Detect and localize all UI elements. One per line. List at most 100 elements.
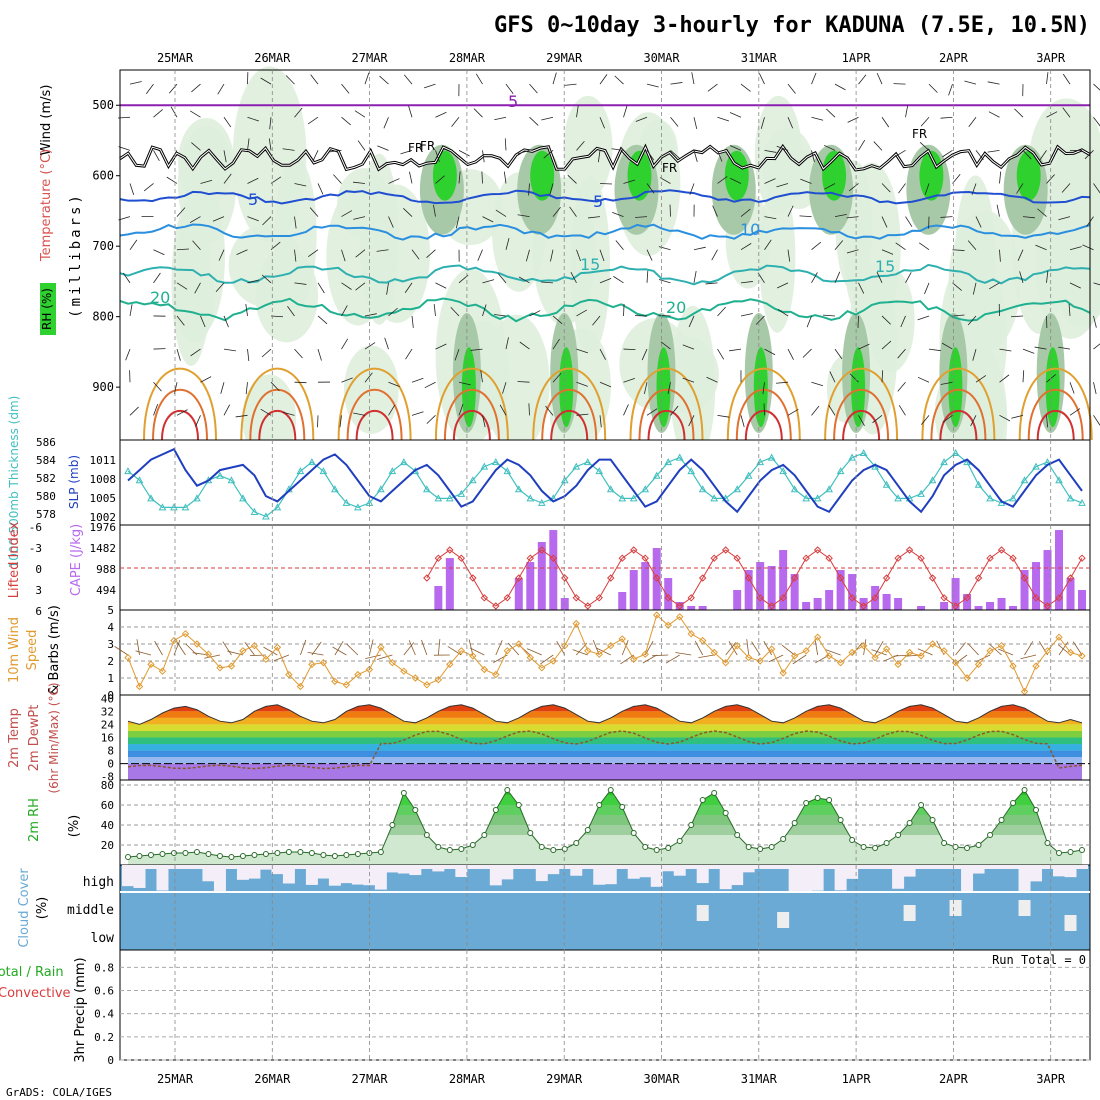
wind-barb <box>940 216 953 218</box>
temp-band <box>128 763 1082 780</box>
wind-barb <box>1022 370 1025 383</box>
wind-barb <box>426 415 436 424</box>
thickness-point <box>124 467 132 475</box>
rh-shade <box>274 157 317 310</box>
wind-barb <box>824 183 836 190</box>
wind-barb-10m <box>263 646 278 656</box>
wind-barb <box>1093 315 1097 328</box>
rh-shade <box>948 347 963 428</box>
wind-speed-point <box>515 640 523 648</box>
cape-tick: 1976 <box>90 521 117 534</box>
cloud-high-clear <box>846 865 859 879</box>
cape-bar <box>940 602 949 610</box>
contour-label: 5 <box>508 92 518 111</box>
wind-barb <box>905 272 912 284</box>
temp-line <box>127 704 1083 725</box>
lifted-index-point <box>698 574 707 582</box>
wind-barb <box>641 348 648 361</box>
wind-barb <box>499 404 507 416</box>
wind-barb <box>635 116 648 122</box>
wind-speed-point <box>193 640 201 648</box>
thickness-point <box>618 494 627 502</box>
rh-point <box>573 840 580 846</box>
wind-barb-10m <box>332 646 347 656</box>
upper-air-panel <box>118 66 1100 500</box>
thickness-point <box>331 485 339 493</box>
cloud-high-clear <box>524 865 537 869</box>
temperature-contour <box>842 410 881 441</box>
wind-barb <box>846 216 859 219</box>
thickness-tick: 578 <box>36 508 56 521</box>
thickness-tick: 582 <box>36 472 56 485</box>
precip-axis-label: 3hr Precip (mm) <box>73 957 88 1062</box>
wind-barb <box>670 82 683 85</box>
wind-barb <box>576 309 588 317</box>
cloud-high-clear <box>466 865 479 869</box>
thickness-point <box>583 458 592 466</box>
thickness-point <box>606 485 615 493</box>
wind-speed-point <box>181 630 190 638</box>
thickness-point <box>779 467 787 475</box>
rh-axis-label: 2m RH <box>27 798 42 842</box>
wind-speed-point <box>285 670 293 679</box>
wind-barb <box>282 411 295 416</box>
temperature-contour <box>258 410 297 441</box>
lifted-index-point <box>848 594 856 602</box>
wind-barb <box>1068 303 1071 316</box>
temperature-contour <box>532 367 607 441</box>
cloud-high-clear <box>616 865 629 869</box>
thickness-point <box>687 467 696 475</box>
cape-bar <box>549 530 558 610</box>
wind-speed-point <box>825 652 833 660</box>
thickness-point <box>423 485 431 493</box>
cloud-high-clear <box>708 865 721 869</box>
thickness-point <box>675 453 684 461</box>
cape-bar <box>687 606 696 610</box>
cloud-high-clear <box>581 865 594 869</box>
wind-barb <box>599 381 612 388</box>
cape-bar <box>445 558 454 610</box>
wind-barb <box>570 272 577 284</box>
lifted-index-point <box>882 574 891 582</box>
wind-barb <box>964 80 977 85</box>
wind-barb <box>409 171 413 184</box>
cloud-high-clear <box>926 865 939 869</box>
rh-shade <box>432 150 457 201</box>
wind-barb <box>682 344 695 350</box>
rh-point <box>561 846 568 852</box>
wind-barb-10m <box>421 639 428 656</box>
wind-barb <box>247 349 250 362</box>
lifted-index-point <box>917 554 925 562</box>
rh-point <box>665 845 672 851</box>
wind-speed-point <box>836 658 845 667</box>
cloud-high-clear <box>340 865 353 884</box>
wind-barb <box>424 381 436 389</box>
wind-speed-point <box>733 641 741 650</box>
thickness-point <box>503 467 512 475</box>
lifted-index-point <box>446 546 454 554</box>
contour-label: 20 <box>666 298 686 317</box>
wind-barb <box>848 183 859 192</box>
wind-barb-10m <box>652 654 669 657</box>
cape-bar <box>537 542 546 610</box>
wind-speed-point <box>296 682 305 691</box>
wind-barb <box>282 148 295 151</box>
thickness-point <box>457 489 466 497</box>
date-label-top: 31MAR <box>741 51 778 65</box>
lifted-index-point <box>687 594 695 602</box>
temperature-contour <box>647 410 686 441</box>
lifted-index-tick: 3 <box>35 584 42 597</box>
wind-barb <box>823 144 836 151</box>
wind-barb <box>599 348 606 360</box>
rh-point <box>653 847 660 853</box>
thickness-point <box>560 476 569 484</box>
wind-barb <box>552 207 561 217</box>
cape-bar <box>756 562 765 610</box>
cloud-high-clear <box>639 865 652 878</box>
wind-barb <box>897 381 906 392</box>
wind-barb <box>693 150 698 162</box>
temp-tick: 24 <box>101 718 115 731</box>
wind-barb-10m <box>675 652 692 656</box>
slp-tick: 1008 <box>90 473 117 486</box>
wind-barb <box>191 83 201 93</box>
